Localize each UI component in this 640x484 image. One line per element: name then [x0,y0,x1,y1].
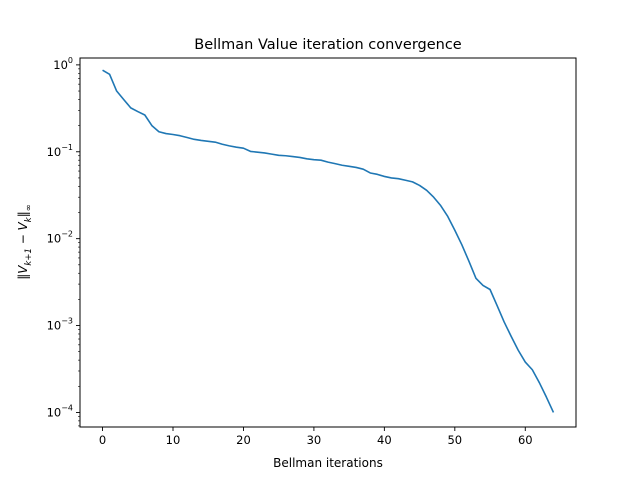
x-tick-label: 50 [447,433,462,447]
x-tick-label: 40 [377,433,392,447]
y-axis-label: ‖Vk+1 − Vk‖∞ [16,204,34,280]
series-line [102,69,555,413]
plot-area [102,69,555,413]
x-tick-label: 60 [518,433,533,447]
x-tick-label: 30 [307,433,322,447]
y-tick-label: 10−2 [47,230,73,246]
y-tick-label: 100 [53,56,73,72]
x-tick-label: 20 [236,433,251,447]
x-tick-label: 10 [166,433,181,447]
x-tick-label: 0 [99,433,106,447]
y-tick-label: 10−4 [47,403,73,419]
x-axis-label: Bellman iterations [273,456,383,470]
chart-title: Bellman Value iteration convergence [194,37,462,53]
y-tick-label: 10−1 [47,143,73,159]
y-tick-label: 10−3 [47,317,73,333]
